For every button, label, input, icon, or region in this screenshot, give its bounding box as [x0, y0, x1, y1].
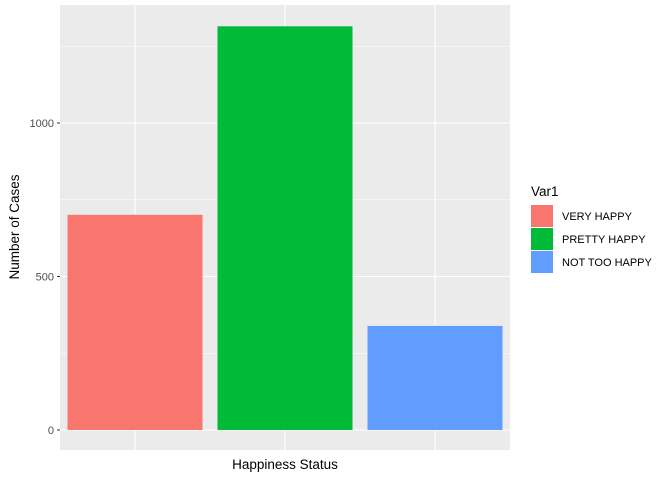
- legend-items: VERY HAPPY PRETTY HAPPY NOT TOO HAPPY: [531, 205, 653, 273]
- y-tick-label: 1000: [30, 118, 54, 130]
- legend: Var1 VERY HAPPY PRETTY HAPPY NOT TOO HAPPY: [531, 184, 653, 273]
- y-tick-label: 500: [36, 272, 54, 284]
- legend-label: VERY HAPPY: [562, 211, 633, 223]
- legend-label: PRETTY HAPPY: [562, 234, 646, 246]
- y-axis-title: Number of Cases: [7, 174, 22, 279]
- y-tick-label: 0: [48, 425, 54, 437]
- y-axis-ticks: 0 500 1000: [30, 118, 60, 437]
- legend-title: Var1: [531, 184, 559, 199]
- bar-very-happy: [67, 214, 203, 430]
- bars: [67, 26, 503, 430]
- bar-not-too-happy: [367, 325, 503, 430]
- legend-key-very-happy: [531, 205, 553, 227]
- bar-pretty-happy: [217, 26, 353, 430]
- legend-key-not-too-happy: [531, 251, 553, 273]
- legend-label: NOT TOO HAPPY: [562, 257, 653, 269]
- legend-key-pretty-happy: [531, 228, 553, 250]
- x-axis-title: Happiness Status: [232, 457, 338, 472]
